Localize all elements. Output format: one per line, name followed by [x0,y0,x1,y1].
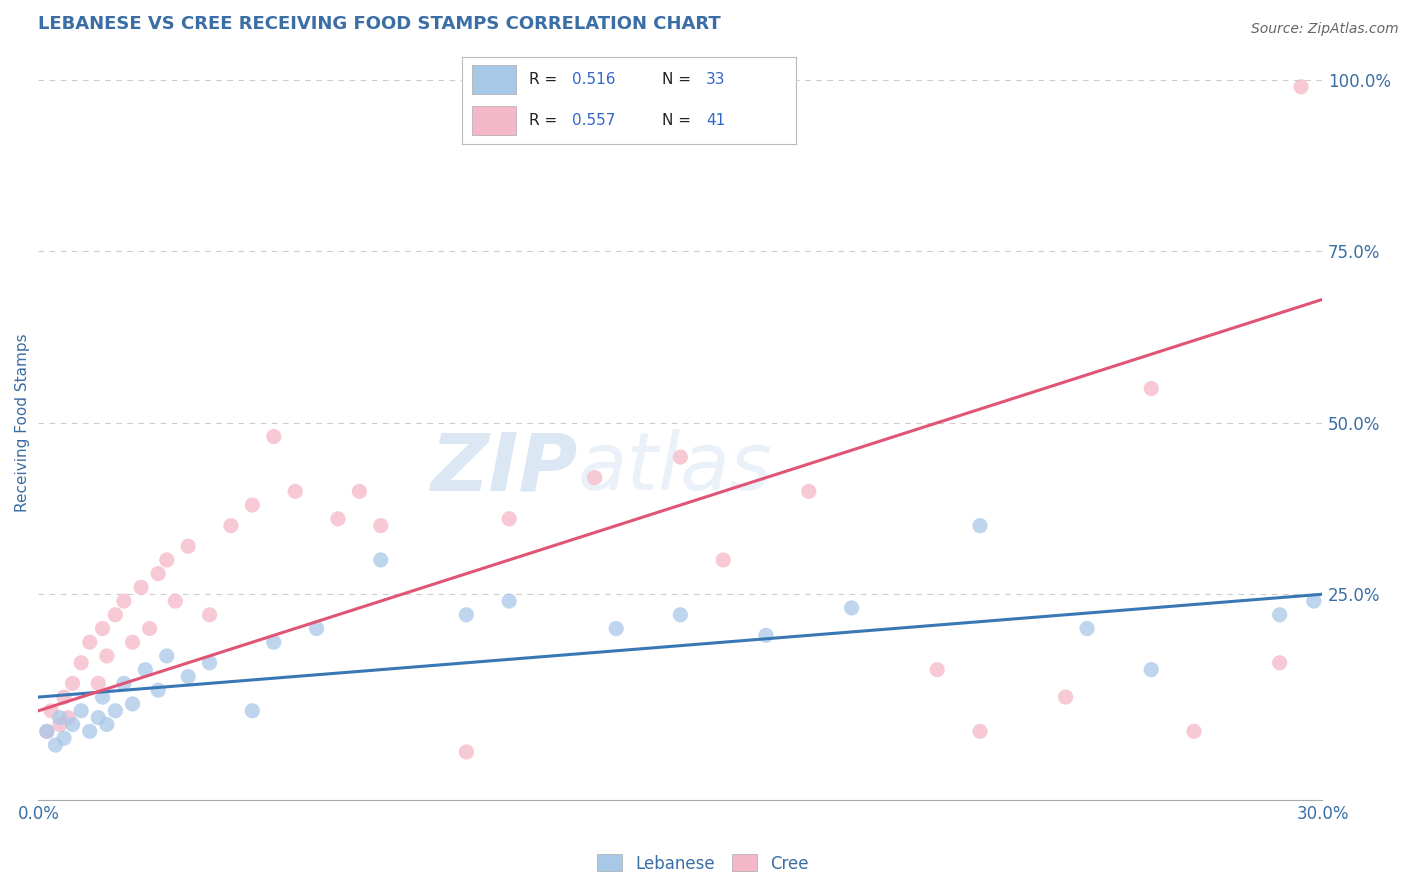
Point [70,656,93,670]
Point [104,704,127,718]
Point [349,484,371,499]
Point [104,607,127,622]
Point [91,622,114,636]
Point [53,690,76,704]
Point [35,724,58,739]
Point [841,601,863,615]
Point [79,724,101,739]
Point [456,607,478,622]
Point [240,498,263,512]
Point [240,704,263,718]
Point [1076,622,1098,636]
Point [263,429,285,443]
Point [1140,663,1163,677]
Point [669,607,692,622]
Point [284,484,307,499]
Text: atlas: atlas [578,429,772,507]
Point [87,711,110,725]
Point [44,738,66,752]
Point [927,663,949,677]
Point [156,553,179,567]
Legend: Lebanese, Cree: Lebanese, Cree [591,847,815,880]
Point [48,717,70,731]
Text: LEBANESE VS CREE RECEIVING FOOD STAMPS CORRELATION CHART: LEBANESE VS CREE RECEIVING FOOD STAMPS C… [38,15,721,33]
Point [1289,79,1312,94]
Point [129,580,152,594]
Point [87,676,110,690]
Y-axis label: Receiving Food Stamps: Receiving Food Stamps [15,334,30,512]
Point [112,676,135,690]
Text: Source: ZipAtlas.com: Source: ZipAtlas.com [1251,22,1399,37]
Point [198,656,221,670]
Point [165,594,187,608]
Point [1054,690,1077,704]
Point [797,484,820,499]
Point [156,648,179,663]
Point [263,635,285,649]
Point [177,669,200,683]
Point [48,711,70,725]
Point [53,731,76,746]
Point [326,512,349,526]
Point [138,622,160,636]
Point [605,622,627,636]
Point [456,745,478,759]
Point [121,635,143,649]
Point [58,711,80,725]
Point [498,512,520,526]
Point [79,635,101,649]
Point [70,704,93,718]
Point [305,622,328,636]
Point [112,594,135,608]
Point [1302,594,1324,608]
Point [35,724,58,739]
Point [1268,607,1291,622]
Point [148,683,170,698]
Point [1140,382,1163,396]
Point [498,594,520,608]
Point [370,553,392,567]
Point [39,704,62,718]
Point [96,717,118,731]
Point [177,539,200,553]
Point [96,648,118,663]
Point [148,566,170,581]
Point [198,607,221,622]
Point [62,676,84,690]
Point [755,628,778,642]
Point [370,518,392,533]
Point [583,470,606,484]
Point [91,690,114,704]
Text: ZIP: ZIP [430,429,578,507]
Point [62,717,84,731]
Point [969,724,991,739]
Point [121,697,143,711]
Point [134,663,156,677]
Point [669,450,692,464]
Point [711,553,734,567]
Point [969,518,991,533]
Point [219,518,242,533]
Point [1268,656,1291,670]
Point [1182,724,1205,739]
